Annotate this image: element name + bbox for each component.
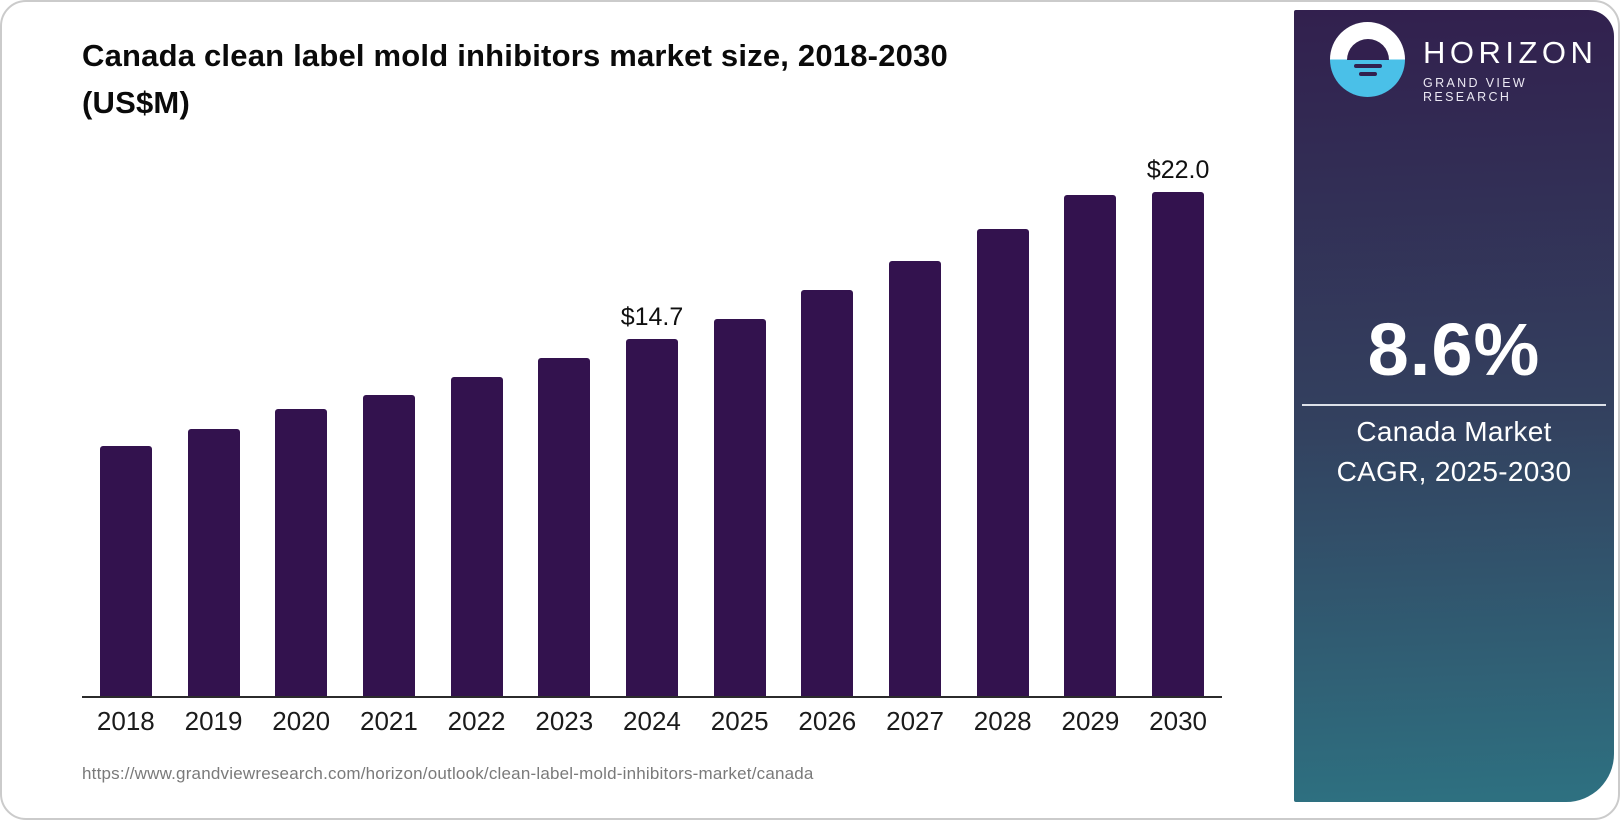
x-axis-label-2026: 2026 bbox=[798, 706, 857, 736]
bar-2024 bbox=[625, 338, 678, 696]
bar-slot bbox=[696, 156, 784, 696]
x-axis-label-2028: 2028 bbox=[973, 706, 1032, 736]
logo-wave-shape bbox=[1353, 63, 1382, 68]
x-axis-label-2029: 2029 bbox=[1061, 706, 1120, 736]
chart-title-line2: (US$M) bbox=[82, 85, 190, 120]
bar-2030 bbox=[1152, 192, 1205, 696]
x-axis-label-2022: 2022 bbox=[447, 706, 506, 736]
bar-2029 bbox=[1064, 195, 1117, 696]
cagr-label: Canada Market CAGR, 2025-2030 bbox=[1294, 412, 1614, 492]
bar-slot bbox=[433, 156, 521, 696]
bar-2018 bbox=[99, 445, 152, 696]
brand-name: HORIZON bbox=[1423, 35, 1598, 70]
bar-chart-plot-area: $14.7 $22.0 bbox=[82, 156, 1222, 698]
x-axis-labels: 2018 2019 2020 2021 2022 2023 2024 2025 2026 2027… bbox=[82, 706, 1222, 737]
bar-2028 bbox=[976, 229, 1029, 696]
bar-slot: $22.0 bbox=[1134, 156, 1222, 696]
x-axis-label-2018: 2018 bbox=[96, 706, 155, 736]
bar-2025 bbox=[713, 319, 766, 696]
bar-2020 bbox=[275, 409, 328, 696]
brand-text: HORIZON GRAND VIEW RESEARCH bbox=[1423, 22, 1614, 104]
bar-slot bbox=[1047, 156, 1135, 696]
cagr-label-line2: CAGR, 2025-2030 bbox=[1336, 456, 1572, 487]
logo-sun-shape bbox=[1346, 38, 1389, 60]
bar-slot bbox=[345, 156, 433, 696]
source-url: https://www.grandviewresearch.com/horizo… bbox=[82, 764, 814, 783]
cagr-value: 8.6% bbox=[1367, 308, 1541, 391]
bar-slot bbox=[170, 156, 258, 696]
bar-2022 bbox=[450, 377, 503, 696]
brand-tagline: GRAND VIEW RESEARCH bbox=[1423, 76, 1528, 104]
bar-slot bbox=[959, 156, 1047, 696]
logo-wave-shape bbox=[1358, 71, 1377, 76]
bar-slot bbox=[257, 156, 345, 696]
bar-2021 bbox=[362, 394, 415, 696]
x-axis-label-2023: 2023 bbox=[535, 706, 594, 736]
bar-slot bbox=[82, 156, 170, 696]
bar-slot bbox=[784, 156, 872, 696]
x-axis-label-2024: 2024 bbox=[623, 706, 681, 736]
chart-title: Canada clean label mold inhibitors marke… bbox=[82, 32, 948, 126]
x-axis-label-2020: 2020 bbox=[272, 706, 331, 736]
cagr-label-line1: Canada Market bbox=[1356, 416, 1552, 447]
cagr-divider bbox=[1302, 404, 1606, 406]
bar-2023 bbox=[538, 358, 591, 696]
bar-2019 bbox=[187, 428, 240, 696]
brand-block: HORIZON GRAND VIEW RESEARCH bbox=[1330, 22, 1614, 104]
bar-value-label: $14.7 bbox=[620, 302, 684, 331]
x-axis-label-2027: 2027 bbox=[886, 706, 944, 736]
bar-slot: $14.7 bbox=[608, 156, 696, 696]
x-axis-label-2030: 2030 bbox=[1149, 706, 1208, 736]
sidebar: HORIZON GRAND VIEW RESEARCH 8.6% Canada … bbox=[1294, 10, 1614, 802]
horizon-logo-icon bbox=[1330, 22, 1405, 97]
x-axis-label-2025: 2025 bbox=[710, 706, 769, 736]
x-axis-label-2021: 2021 bbox=[359, 706, 418, 736]
bar-2027 bbox=[889, 260, 942, 696]
bar-value-label: $22.0 bbox=[1146, 156, 1210, 184]
bar-slot bbox=[871, 156, 959, 696]
chart-title-line1: Canada clean label mold inhibitors marke… bbox=[82, 38, 948, 73]
x-axis-label-2019: 2019 bbox=[184, 706, 243, 736]
bar-slot bbox=[520, 156, 608, 696]
bar-2026 bbox=[801, 289, 854, 696]
